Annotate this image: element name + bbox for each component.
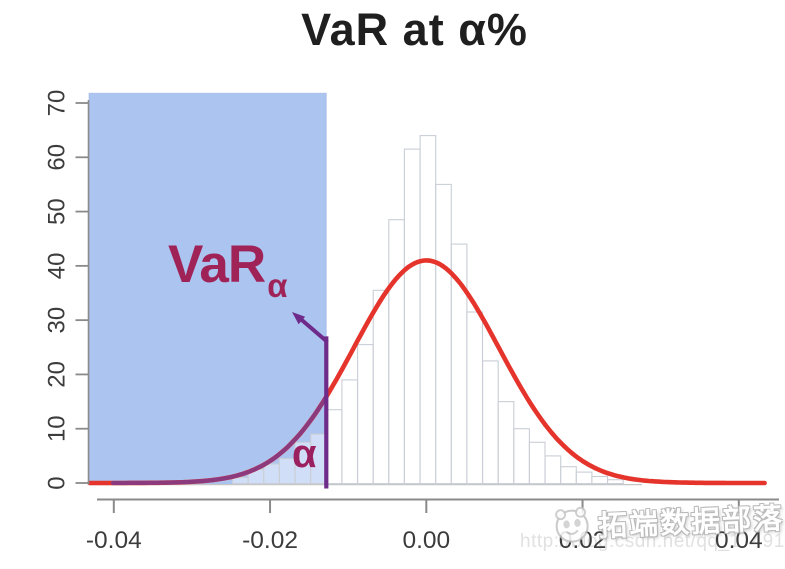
var-annotation-main: VaR	[168, 235, 266, 294]
histogram-bar	[325, 409, 343, 485]
histogram-bar	[607, 479, 624, 485]
y-tick-label: 70	[43, 90, 70, 117]
brand-watermark: 拓端数据部落	[550, 495, 785, 547]
var-arrowhead-icon	[292, 312, 306, 325]
url-watermark-right: 491	[751, 531, 785, 552]
x-tick-label: -0.04	[86, 527, 142, 554]
histogram-bar	[497, 401, 515, 485]
watermark-panda-logo-icon	[555, 506, 589, 543]
histogram-bar	[482, 360, 499, 485]
x-tick-label: 0.04	[715, 527, 763, 554]
y-tick-label: 20	[44, 361, 71, 388]
var-annotation-subscript: α	[267, 267, 287, 304]
brand-watermark-text: 拓端数据部落	[597, 502, 785, 544]
histogram-bar	[357, 344, 374, 485]
histogram-bar	[560, 466, 577, 485]
y-tick-label: 30	[44, 307, 71, 334]
histogram-bar	[372, 289, 390, 485]
histogram-bar	[591, 475, 609, 485]
y-tick-label: 0	[44, 476, 71, 489]
histogram-bar	[263, 463, 280, 485]
histogram-bar	[403, 148, 421, 485]
x-tick-label: -0.02	[242, 527, 298, 554]
histogram-bar	[388, 219, 405, 485]
y-tick-label: 60	[43, 144, 70, 171]
histogram-bar	[419, 135, 437, 485]
y-tick-label: 50	[43, 198, 70, 225]
histogram-bar	[232, 477, 249, 485]
histogram-bar	[435, 183, 452, 485]
histogram-bar	[466, 311, 484, 485]
left-tail-curve	[110, 395, 328, 486]
histogram-bar	[528, 441, 546, 485]
var-annotation: VaRα	[168, 235, 288, 302]
var-arrow-shaft	[296, 315, 329, 343]
page-title: VaR at α%	[301, 4, 528, 55]
alpha-annotation: α	[292, 432, 317, 476]
histogram-bar	[575, 471, 593, 485]
y-tick-label: 40	[43, 253, 70, 280]
histogram-bar	[544, 455, 562, 485]
histogram-bar	[341, 379, 359, 485]
histogram-bar	[513, 428, 530, 485]
y-tick-label: 10	[44, 415, 71, 442]
var-shaded-region	[88, 92, 327, 485]
x-tick-label: 0.00	[402, 527, 450, 554]
